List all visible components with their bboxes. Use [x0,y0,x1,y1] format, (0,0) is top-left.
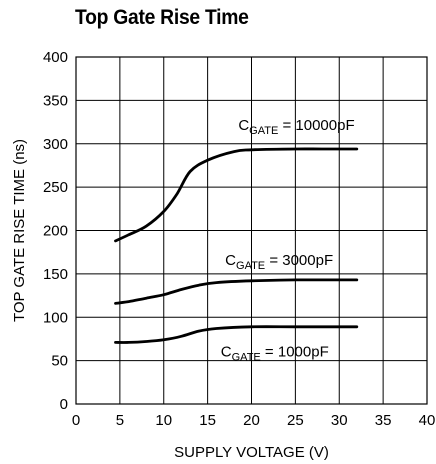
chart-title: Top Gate Rise Time [75,6,249,29]
series-line [114,325,359,344]
y-tick-label: 300 [43,136,68,153]
y-tick-label: 150 [43,266,68,283]
y-axis-label: TOP GATE RISE TIME (ns) [11,139,28,322]
y-tick-label: 250 [43,179,68,196]
y-tick-label: 350 [43,92,68,109]
x-tick-label: 20 [243,412,260,429]
y-tick-label: 400 [43,49,68,66]
grid-lines [76,57,427,404]
x-tick-label: 10 [155,412,172,429]
x-tick-label: 25 [287,412,304,429]
x-tick-label: 0 [72,412,80,429]
x-tick-label: 35 [375,412,392,429]
series-label: CGATE = 3000pF [225,252,333,272]
series-label: CGATE = 1000pF [221,343,329,363]
x-tick-label: 30 [331,412,348,429]
series-labels: CGATE = 10000pF CGATE = 3000pF CGATE = 100… [221,117,355,363]
y-tick-label: 0 [60,396,68,413]
y-tick-label: 200 [43,223,68,240]
x-tick-label: 40 [419,412,436,429]
series-line [114,147,359,243]
x-tick-label: 5 [116,412,124,429]
y-tick-label: 100 [43,309,68,326]
series-line [114,278,359,305]
series-label: CGATE = 10000pF [238,117,354,137]
plot-frame [75,56,428,405]
x-axis-label: SUPPLY VOLTAGE (V) [174,444,329,461]
y-tick-label: 50 [51,353,68,370]
y-tick-labels: 0 50 100 150 200 250 300 350 400 [43,49,68,413]
x-tick-label: 15 [199,412,216,429]
series-lines [114,147,359,344]
x-tick-labels: 0 5 10 15 20 25 30 35 40 [72,412,436,429]
